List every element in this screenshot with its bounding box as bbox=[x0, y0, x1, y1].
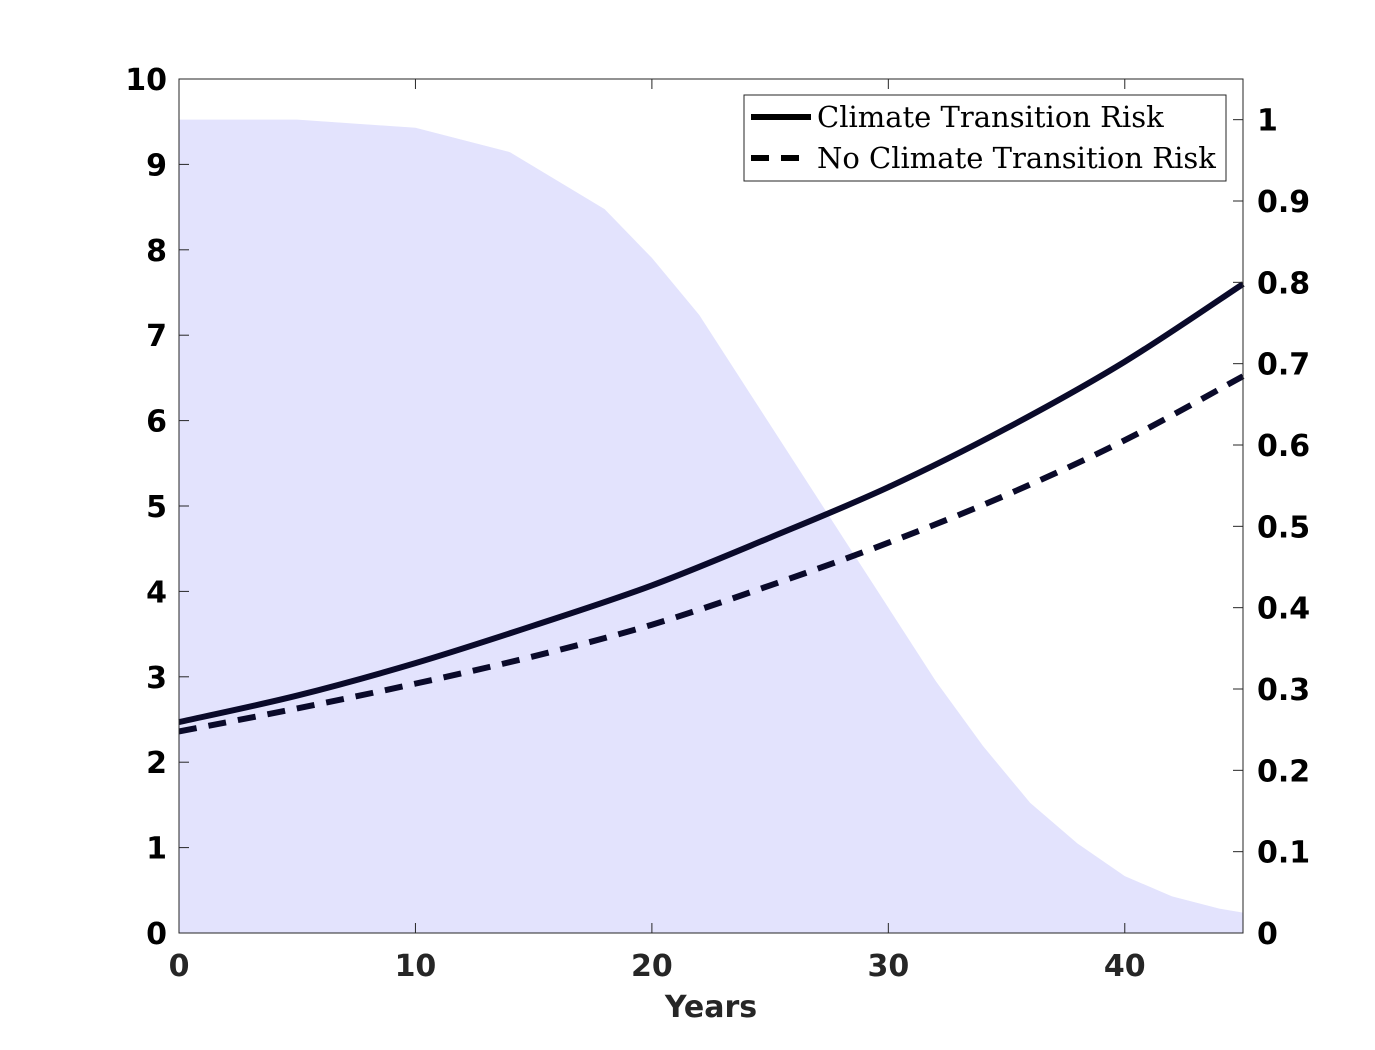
legend-label-no-climate-transition-risk: No Climate Transition Risk bbox=[817, 141, 1216, 175]
y-right-tick-label: 0.6 bbox=[1257, 429, 1310, 464]
y-right-tick-label: 0.8 bbox=[1257, 266, 1310, 301]
y-right-tick-label: 0.5 bbox=[1257, 510, 1310, 545]
y-right-tick-label: 1 bbox=[1257, 104, 1278, 139]
y-left-tick-label: 1 bbox=[146, 832, 167, 867]
legend: Climate Transition Risk No Climate Trans… bbox=[743, 94, 1227, 182]
series-line-climate-transition-risk bbox=[178, 281, 1245, 725]
y-right-tick-label: 0.1 bbox=[1257, 836, 1310, 871]
x-tick-label: 40 bbox=[1104, 949, 1146, 984]
y-left-tick-label: 9 bbox=[146, 148, 167, 183]
series-line-no-climate-transition-risk bbox=[178, 373, 1245, 735]
x-axis-label: Years bbox=[664, 990, 757, 1025]
y-left-tick-label: 8 bbox=[146, 234, 167, 269]
y-left-tick-label: 2 bbox=[146, 746, 167, 781]
y-right-tick-label: 0.7 bbox=[1257, 348, 1310, 383]
y-left-tick-label: 10 bbox=[125, 63, 167, 98]
legend-box bbox=[743, 94, 1227, 182]
legend-label-climate-transition-risk: Climate Transition Risk bbox=[817, 100, 1164, 134]
y-right-tick-label: 0.3 bbox=[1257, 673, 1310, 708]
x-tick-label: 0 bbox=[169, 949, 190, 984]
y-left-tick-label: 0 bbox=[146, 917, 167, 952]
tick-layer: 0 10 20 30 40 0 1 2 3 4 5 6 7 8 9 10 0 0.1 0.2 0.3 0.4 0.5 0.6… bbox=[125, 63, 1310, 984]
y-right-tick-label: 0.9 bbox=[1257, 185, 1310, 220]
y-left-tick-label: 6 bbox=[146, 405, 167, 440]
series-lines-layer bbox=[178, 281, 1245, 735]
shaded-area-0 bbox=[179, 119, 1243, 933]
y-left-tick-label: 3 bbox=[146, 661, 167, 696]
y-left-tick-label: 4 bbox=[146, 575, 167, 610]
y-right-tick-label: 0.2 bbox=[1257, 754, 1310, 789]
x-tick-label: 30 bbox=[867, 949, 909, 984]
y-right-tick-label: 0.4 bbox=[1257, 592, 1310, 627]
x-tick-label: 20 bbox=[631, 949, 673, 984]
y-left-tick-label: 5 bbox=[146, 490, 167, 525]
y-left-tick-label: 7 bbox=[146, 319, 167, 354]
shaded-area-layer bbox=[179, 119, 1243, 933]
y-right-tick-label: 0 bbox=[1257, 917, 1278, 952]
x-tick-label: 10 bbox=[395, 949, 437, 984]
